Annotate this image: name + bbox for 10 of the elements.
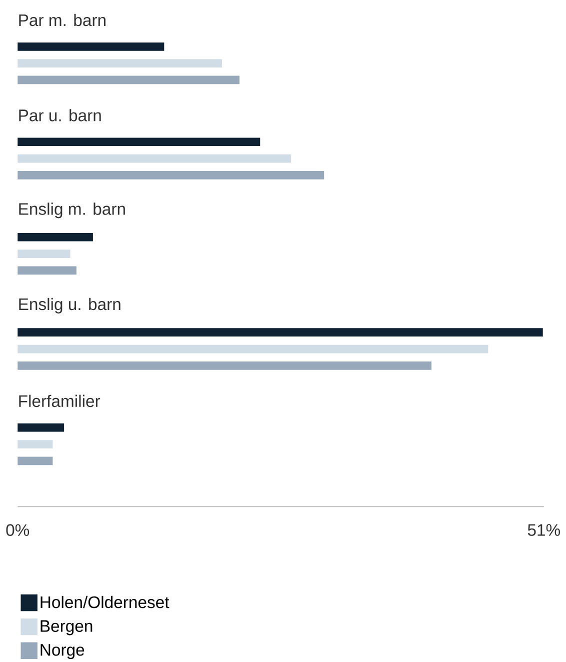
y-tick-label: Par u. barn bbox=[19, 109, 101, 122]
y-tick-label: Enslig m. barn bbox=[19, 202, 125, 218]
legend-label: Holen/Olderneset bbox=[40, 596, 170, 608]
y-tick-label: Flerfamilier bbox=[19, 394, 100, 408]
legend-label: Bergen bbox=[40, 620, 92, 636]
legend-label: Norge bbox=[40, 644, 84, 660]
y-tick-label: Par m. barn bbox=[19, 14, 106, 26]
x-tick-label: 0% bbox=[6, 524, 30, 536]
y-tick-label: Enslig u. barn bbox=[19, 298, 120, 314]
x-tick-label: 51% bbox=[528, 524, 560, 536]
